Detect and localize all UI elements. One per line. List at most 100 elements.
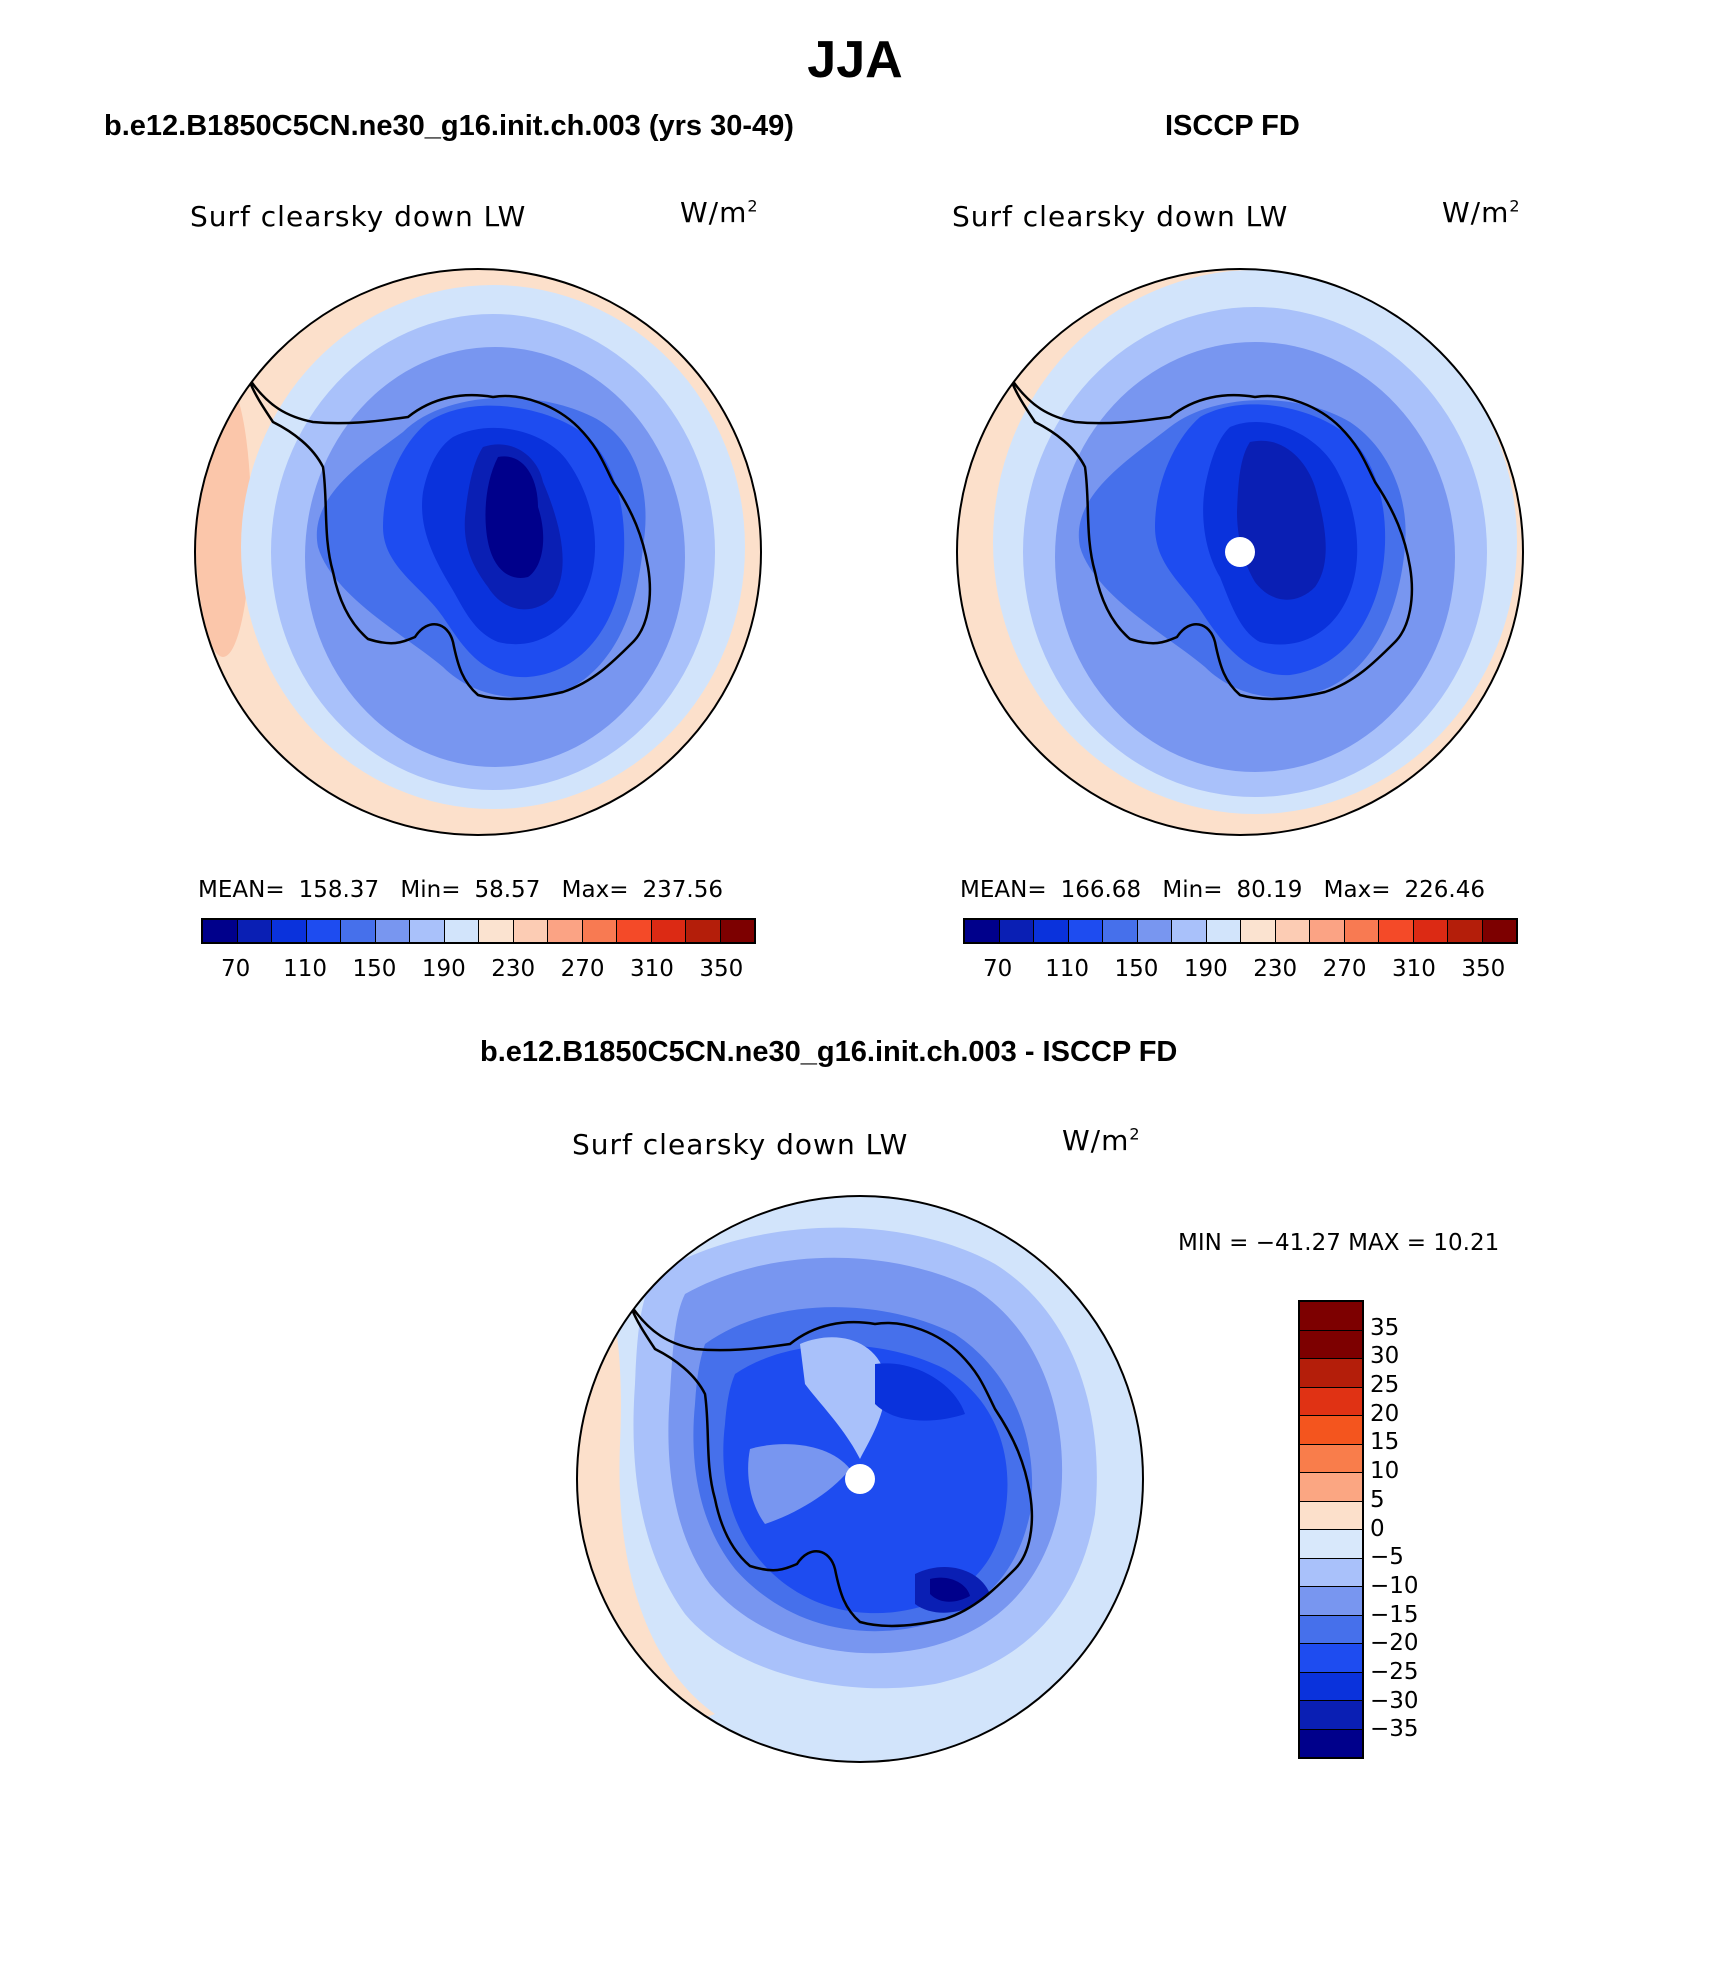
colorbar-swatch [306,920,341,942]
model-contour-warm-strip [195,377,251,657]
colorbar-swatch [1300,1501,1362,1530]
colorbar-tick-label: 30 [1370,1343,1400,1370]
colorbar-tick-label: 5 [1370,1486,1385,1513]
colorbar-tick-label: 190 [421,956,466,982]
colorbar-tick-label: 110 [1045,956,1090,982]
model-coastline [246,376,652,701]
colorbar-tick-label: 190 [1183,956,1228,982]
diff-polar-map [576,1195,1144,1763]
colorbar-swatch [410,920,445,942]
diff-minmax: MIN = −41.27 MAX = 10.21 [1178,1230,1500,1256]
colorbar-swatch [1300,1615,1362,1644]
colorbar-swatch [617,920,652,942]
colorbar-swatch [720,920,754,942]
colorbar-tick-label: 110 [283,956,328,982]
colorbar-tick-label: −35 [1370,1716,1419,1743]
colorbar-tick-label: 0 [1370,1515,1385,1542]
colorbar-tick-label: −20 [1370,1630,1419,1657]
colorbar-tick-label: −5 [1370,1544,1404,1571]
colorbar-swatch [686,920,721,942]
diff-contour-ridge [748,1444,850,1524]
colorbar-swatch [237,920,272,942]
obs-map-border [956,268,1524,836]
colorbar-swatch [1300,1444,1362,1473]
diff-contour-n35 [930,1577,970,1602]
colorbar-swatch [1300,1644,1362,1673]
obs-pole-mask [1225,537,1255,567]
colorbar-swatch [272,920,307,942]
model-colorbar [201,918,756,944]
colorbar-swatch [1300,1416,1362,1445]
colorbar-swatch [1206,920,1241,942]
diff-colorbar [1298,1300,1364,1759]
colorbar-tick-label: 15 [1370,1429,1400,1456]
colorbar-tick-label: 230 [491,956,536,982]
colorbar-tick-label: 70 [221,956,251,982]
colorbar-swatch [999,920,1034,942]
colorbar-swatch [1172,920,1207,942]
colorbar-tick-label: 10 [1370,1458,1400,1485]
colorbar-swatch [1344,920,1379,942]
colorbar-swatch [203,920,238,942]
colorbar-swatch [1137,920,1172,942]
obs-coastline [1008,376,1414,701]
diff-units-label: W/m2 [1062,1124,1141,1157]
colorbar-swatch [582,920,617,942]
colorbar-swatch [1300,1473,1362,1502]
diff-contour-n25a [875,1363,965,1421]
colorbar-swatch [965,920,1000,942]
obs-contour-70 [1237,440,1326,600]
colorbar-swatch [513,920,548,942]
model-map-border [194,268,762,836]
colorbar-tick-label: 20 [1370,1400,1400,1427]
colorbar-swatch [1300,1359,1362,1388]
obs-panel-title: ISCCP FD [1165,110,1300,142]
model-panel-title: b.e12.B1850C5CN.ne30_g16.init.ch.003 (yr… [104,110,794,142]
model-contour-min [485,456,544,578]
model-polar-map [194,268,762,836]
main-title: JJA [807,31,903,89]
obs-units-label: W/m2 [1442,196,1521,229]
colorbar-swatch [651,920,686,942]
colorbar-swatch [1482,920,1516,942]
colorbar-tick-label: 150 [1114,956,1159,982]
diff-contour-plateau [800,1337,886,1459]
colorbar-swatch [1241,920,1276,942]
colorbar-swatch [1300,1330,1362,1359]
colorbar-swatch [479,920,514,942]
obs-stats: MEAN= 166.68 Min= 80.19 Max= 226.46 [960,877,1485,903]
colorbar-tick-label: 35 [1370,1314,1400,1341]
obs-variable-label: Surf clearsky down LW [952,200,1289,233]
colorbar-tick-label: −10 [1370,1572,1419,1599]
colorbar-tick-label: 25 [1370,1372,1400,1399]
colorbar-swatch [341,920,376,942]
obs-colorbar-labels: 70 110 150 190 230 270 310 350 [963,956,1518,986]
colorbar-swatch [1300,1558,1362,1587]
colorbar-swatch [1300,1387,1362,1416]
colorbar-tick-label: 350 [699,956,744,982]
diff-pole-mask [845,1464,875,1494]
colorbar-swatch [1310,920,1345,942]
colorbar-tick-label: −25 [1370,1658,1419,1685]
colorbar-tick-label: 310 [1391,956,1436,982]
model-colorbar-labels: 70 110 150 190 230 270 310 350 [201,956,756,986]
colorbar-swatch [1300,1587,1362,1616]
colorbar-tick-label: −30 [1370,1687,1419,1714]
colorbar-tick-label: 150 [352,956,397,982]
colorbar-swatch [1300,1701,1362,1730]
obs-colorbar [963,918,1518,944]
model-units-label: W/m2 [680,196,759,229]
colorbar-tick-label: 310 [629,956,674,982]
diff-panel-title: b.e12.B1850C5CN.ne30_g16.init.ch.003 - I… [480,1036,1178,1068]
colorbar-swatch [1068,920,1103,942]
model-variable-label: Surf clearsky down LW [190,200,527,233]
diff-map-border [576,1195,1144,1763]
colorbar-swatch [1300,1302,1362,1331]
colorbar-swatch [1379,920,1414,942]
colorbar-swatch [548,920,583,942]
colorbar-swatch [1300,1530,1362,1559]
colorbar-swatch [1300,1672,1362,1701]
diff-colorbar-labels: 35 30 25 20 15 10 5 0 −5 −10 −15 −20 −25 −30 −35 [1370,1300,1470,1759]
diff-variable-label: Surf clearsky down LW [572,1128,909,1161]
colorbar-swatch [375,920,410,942]
